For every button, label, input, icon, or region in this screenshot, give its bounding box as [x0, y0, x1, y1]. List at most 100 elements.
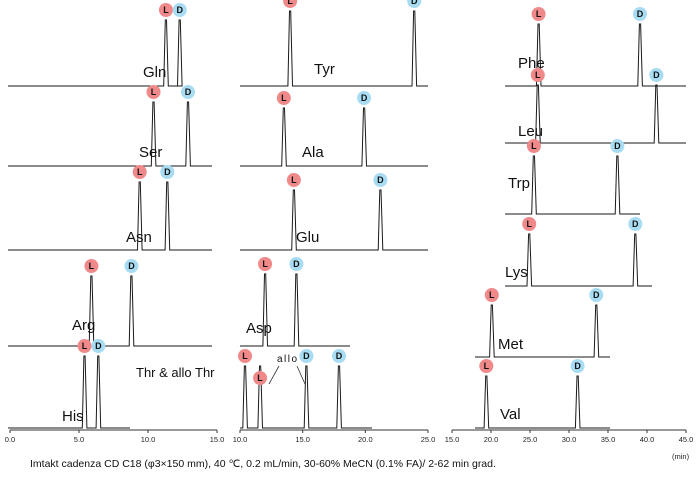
peak-badge-D-text: D	[653, 70, 660, 80]
amino-label: Tyr	[314, 61, 335, 78]
peak-badge-D-text: D	[637, 9, 644, 19]
panel-1-tick-label: 5.0	[74, 435, 84, 444]
amino-label: His	[62, 408, 84, 425]
panel-3-tick-label: 40.0	[640, 435, 655, 444]
panel-1-tick-label: 15.0	[210, 435, 225, 444]
peak-badge-L-text: L	[137, 167, 143, 177]
peak-badge-L-text: L	[163, 5, 169, 15]
peak-badge-D-circle	[628, 217, 643, 231]
peak-badge-L-text: L	[531, 141, 537, 151]
panel-3-tick-label: 30.0	[562, 435, 577, 444]
peak-badge-D-text: D	[303, 351, 310, 361]
peak-badge-L2-circle	[253, 371, 268, 385]
panel-3-tick-label: 25.0	[523, 435, 538, 444]
peak-badge-D-circle	[181, 85, 196, 99]
peak-badge-D-circle	[299, 349, 314, 363]
peak-badge-D-text: D	[632, 219, 639, 229]
peak-badge-L-text: L	[484, 361, 490, 371]
amino-label: Gln	[143, 64, 166, 81]
peak-badge-D-circle	[632, 7, 647, 21]
trace-leu	[505, 84, 686, 144]
chart-caption: Imtakt cadenza CD C18 (φ3×150 mm), 40 ℃,…	[30, 458, 496, 470]
amino-label: Asp	[246, 320, 272, 337]
peak-badge-L-circle	[276, 91, 291, 105]
peak-badge-D-circle	[357, 91, 372, 105]
trace-gln	[8, 19, 183, 87]
peak-badge-D2-text: D	[336, 351, 343, 361]
trace-trp	[505, 155, 640, 215]
peak-badge-L-circle	[77, 339, 92, 353]
panel-2-tick-label: 25.0	[421, 435, 436, 444]
peak-badge-L-text: L	[262, 259, 268, 269]
panel-3-tick-label: 20.0	[484, 435, 499, 444]
peak-badge-D-text: D	[361, 93, 368, 103]
amino-label: Lys	[505, 264, 528, 281]
peak-badge-D-circle	[589, 288, 604, 302]
peak-badge-L-text: L	[535, 70, 541, 80]
panel-3-tick-label: 45.0	[679, 435, 694, 444]
peak-badge-D-circle	[373, 173, 388, 187]
peak-badge-D-circle	[160, 165, 175, 179]
allo-annotation: allo	[277, 354, 299, 365]
panel-3-tick-label: 15.0	[445, 435, 460, 444]
peak-badge-D-circle	[649, 68, 664, 82]
peak-badge-L-text: L	[291, 175, 297, 185]
peak-badge-L-circle	[531, 7, 546, 21]
trace-asn	[8, 181, 212, 251]
amino-label: Val	[500, 406, 521, 423]
amino-label: Trp	[508, 175, 530, 192]
peak-badge-L-circle	[158, 3, 173, 17]
peak-badge-L-circle	[522, 217, 537, 231]
peak-badge-L-circle	[484, 288, 499, 302]
amino-label: Phe	[518, 55, 545, 72]
allo-pointer-1	[268, 365, 280, 385]
amino-label: Ala	[302, 144, 324, 161]
peak-badge-L-circle	[479, 359, 494, 373]
trace-val	[475, 375, 610, 429]
peak-badge-L-text: L	[526, 219, 532, 229]
panel-2-tick-label: 10.0	[233, 435, 248, 444]
peak-badge-L-text: L	[536, 9, 542, 19]
peak-badge-L-circle	[286, 173, 301, 187]
peak-badge-D-text: D	[176, 5, 183, 15]
peak-badge-L-circle	[146, 85, 161, 99]
peak-badge-D-text: D	[293, 259, 300, 269]
amino-label: Asn	[126, 229, 152, 246]
trace-glu	[240, 189, 428, 251]
peak-badge-D-circle	[172, 3, 187, 17]
peak-badge-L-circle	[132, 165, 147, 179]
peak-badge-D-circle	[289, 257, 304, 271]
panel-2-tick-label: 15.0	[295, 435, 310, 444]
peak-badge-D-text: D	[411, 0, 418, 6]
amino-label: Ser	[139, 144, 162, 161]
trace-his	[8, 355, 130, 429]
peak-badge-L-circle	[526, 139, 541, 153]
peak-badge-D-text: D	[128, 261, 135, 271]
peak-badge-D-circle	[407, 0, 422, 8]
x-unit-label: (min)	[672, 452, 690, 461]
amino-label: Arg	[72, 317, 95, 334]
peak-badge-L-text: L	[489, 290, 495, 300]
trace-thrallothr	[240, 365, 372, 429]
trace-lys	[505, 233, 652, 287]
peak-badge-L-text: L	[242, 351, 248, 361]
peak-badge-L-circle	[530, 68, 545, 82]
allo-pointer-2	[296, 365, 306, 385]
trace-ser	[8, 101, 212, 167]
panel-1-tick-label: 10.0	[141, 435, 156, 444]
peak-badge-L-circle	[283, 0, 298, 8]
panel-3-tick-label: 35.0	[601, 435, 616, 444]
trace-met	[475, 304, 610, 358]
peak-badge-L-text: L	[151, 87, 157, 97]
peak-badge-L-text: L	[82, 341, 88, 351]
peak-badge-D-circle	[124, 259, 139, 273]
peak-badge-D-text: D	[377, 175, 384, 185]
peak-badge-D2-circle	[332, 349, 347, 363]
peak-badge-L-circle	[258, 257, 273, 271]
trace-arg	[8, 275, 212, 347]
trace-phe	[505, 23, 686, 87]
peak-badge-D-text: D	[95, 341, 102, 351]
peak-badge-L-text: L	[281, 93, 287, 103]
amino-label: Glu	[296, 229, 319, 246]
